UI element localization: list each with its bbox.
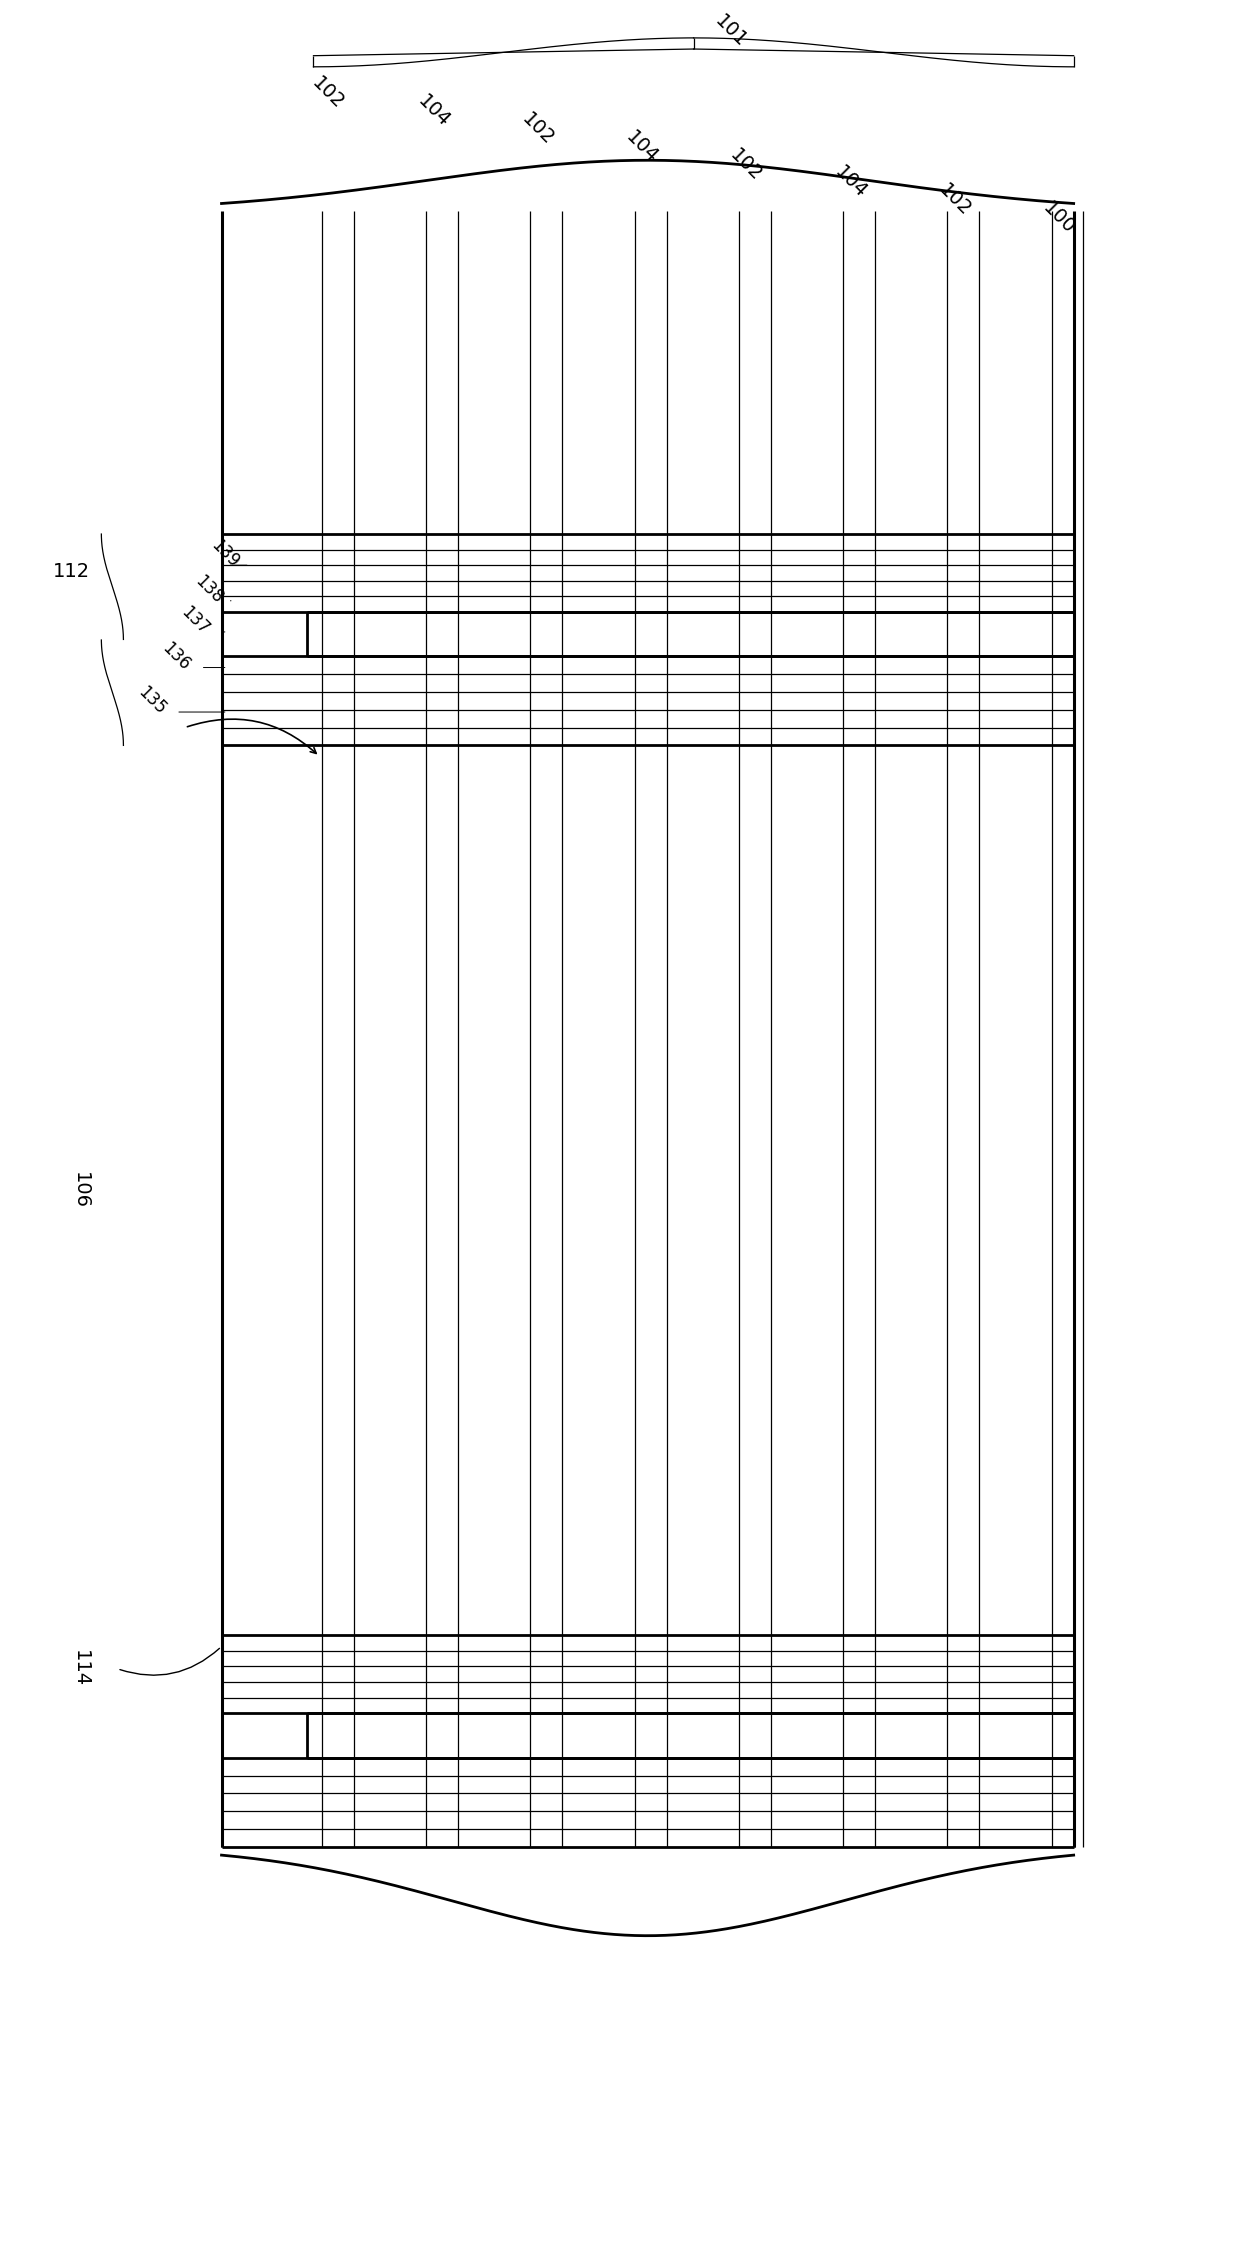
Text: 104: 104 — [831, 164, 870, 202]
Text: 102: 102 — [727, 146, 766, 184]
Text: 136: 136 — [159, 639, 193, 673]
Text: 104: 104 — [414, 92, 454, 130]
Text: 114: 114 — [71, 1651, 91, 1687]
Text: 135: 135 — [134, 684, 169, 718]
Text: 104: 104 — [622, 128, 662, 166]
Text: 100: 100 — [1039, 197, 1079, 238]
Text: 139: 139 — [207, 536, 243, 572]
Text: 102: 102 — [935, 179, 975, 220]
Text: 137: 137 — [177, 603, 212, 639]
Text: 138: 138 — [192, 572, 227, 608]
Text: 102: 102 — [518, 110, 558, 148]
Text: 102: 102 — [309, 74, 348, 114]
Text: 101: 101 — [711, 11, 750, 52]
Text: 106: 106 — [71, 1171, 91, 1209]
Text: 112: 112 — [53, 563, 91, 581]
